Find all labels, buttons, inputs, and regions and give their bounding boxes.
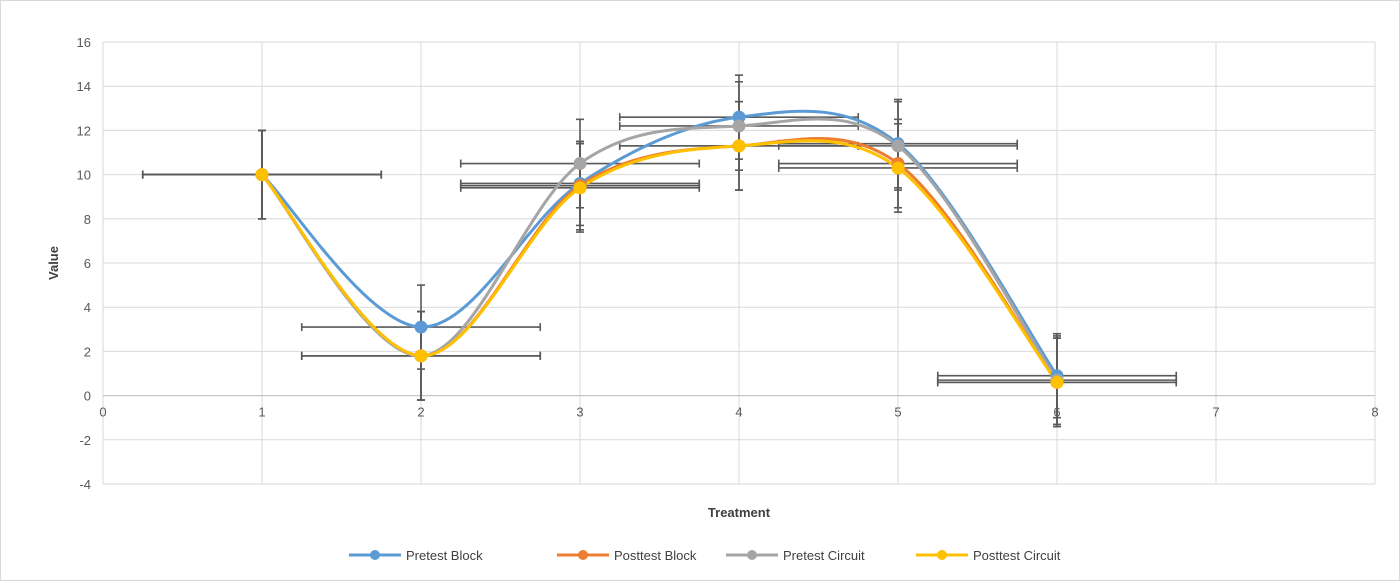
series-points	[255, 110, 1064, 389]
legend-label: Pretest Circuit	[783, 548, 865, 563]
data-point	[573, 181, 587, 195]
data-point	[255, 168, 269, 182]
legend-label: Posttest Circuit	[973, 548, 1061, 563]
error-bars	[141, 74, 1178, 428]
y-tick-label: 6	[84, 256, 91, 271]
legend-swatch-marker	[937, 550, 947, 560]
x-tick-label: 3	[576, 405, 583, 420]
legend-swatch-marker	[747, 550, 757, 560]
data-point	[891, 161, 905, 175]
data-point	[414, 320, 428, 334]
series-line-3	[260, 139, 1059, 384]
data-point	[573, 157, 587, 171]
legend-swatch-marker	[370, 550, 380, 560]
y-tick-label: 8	[84, 212, 91, 227]
data-point	[1050, 375, 1064, 389]
y-axis-title: Value	[46, 246, 61, 280]
legend: Pretest Block Posttest Block Pretest Circu…	[349, 548, 1061, 563]
x-tick-label: 4	[735, 405, 742, 420]
series-lines	[260, 109, 1059, 384]
gridlines	[102, 41, 1376, 485]
y-tick-label: 14	[77, 79, 91, 94]
data-point	[414, 349, 428, 363]
x-tick-label: 7	[1212, 405, 1219, 420]
legend-label: Posttest Block	[614, 548, 697, 563]
data-point	[891, 139, 905, 153]
x-tick-label: 8	[1371, 405, 1378, 420]
y-tick-label: 10	[77, 168, 91, 183]
x-tick-label: 2	[417, 405, 424, 420]
series-line-2	[260, 117, 1059, 382]
data-point	[732, 139, 746, 153]
y-tick-label: -2	[79, 433, 91, 448]
x-axis-title: Treatment	[708, 505, 771, 520]
x-tick-label: 0	[99, 405, 106, 420]
y-tick-label: 12	[77, 123, 91, 138]
x-tick-label: 1	[258, 405, 265, 420]
y-tick-label: 16	[77, 35, 91, 50]
legend-label: Pretest Block	[406, 548, 483, 563]
legend-swatch-marker	[578, 550, 588, 560]
data-point	[732, 119, 746, 133]
y-tick-label: 0	[84, 389, 91, 404]
y-tick-label: 4	[84, 300, 91, 315]
y-tick-label: 2	[84, 344, 91, 359]
x-tick-label: 5	[894, 405, 901, 420]
y-tick-label: -4	[79, 477, 91, 492]
